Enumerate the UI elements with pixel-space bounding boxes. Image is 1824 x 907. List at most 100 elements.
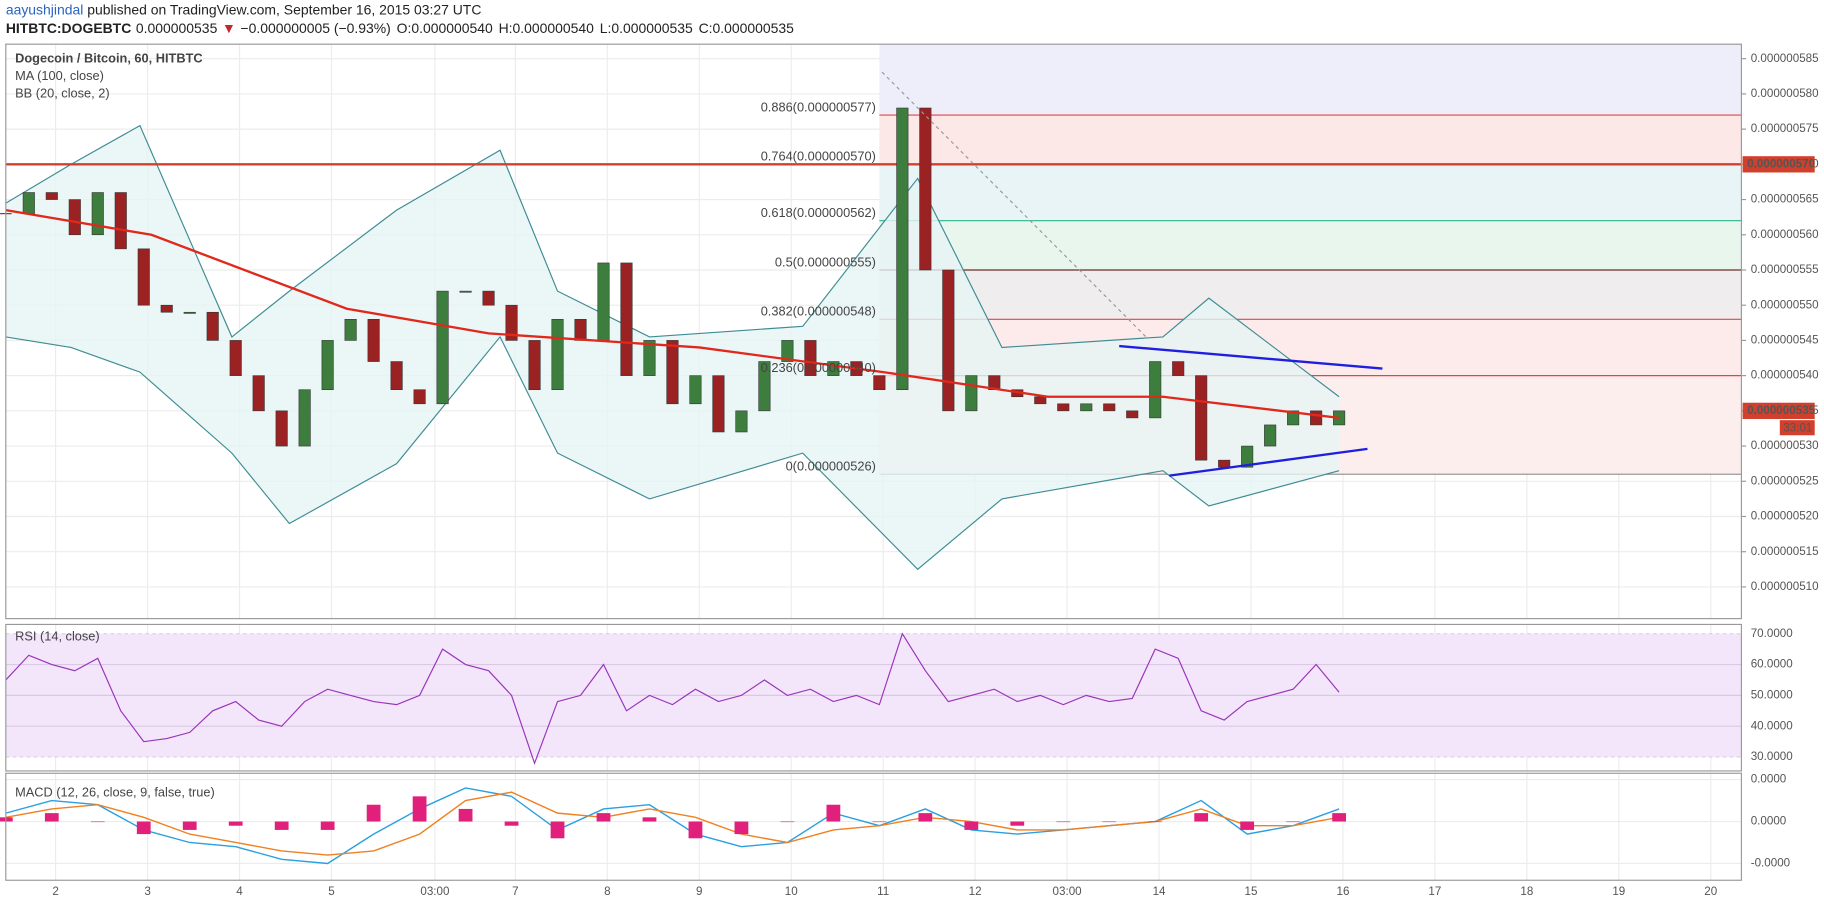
y-tick-label: 0.000000560 xyxy=(1751,228,1819,241)
y-tick-label: 0.000000565 xyxy=(1751,193,1819,206)
fib-label: 0.382(0.000000548) xyxy=(761,304,876,319)
macd-hist-bar xyxy=(596,813,611,822)
countdown-box xyxy=(1779,420,1815,436)
price-box xyxy=(1742,402,1815,419)
candle xyxy=(1103,403,1116,412)
candle xyxy=(137,248,150,306)
rsi-line xyxy=(5,632,1340,765)
candle xyxy=(781,340,794,362)
macd-hist-bar xyxy=(642,817,657,822)
x-tick-label: 17 xyxy=(1428,885,1441,898)
x-tick-label: 8 xyxy=(604,885,610,898)
candle xyxy=(22,192,35,214)
candle xyxy=(1034,396,1047,405)
y-tick-label: 0.000000550 xyxy=(1751,298,1819,311)
candle xyxy=(873,375,886,391)
candle xyxy=(1218,459,1231,468)
low: L:0.000000535 xyxy=(600,20,693,36)
x-tick-label: 11 xyxy=(877,885,889,898)
trendline xyxy=(1119,344,1383,370)
label-layer: 2 3 4 5 03:00 7 8 9 10 11 12 03:00 14 15 16 17 18 19 20 0.0… xyxy=(15,51,1819,898)
fib-zone xyxy=(879,164,1742,221)
candle xyxy=(1195,375,1208,461)
fib-label: 0.618(0.000000562) xyxy=(761,205,876,220)
x-tick-label: 18 xyxy=(1520,885,1533,898)
candle xyxy=(1264,424,1277,447)
bb-upper xyxy=(5,124,1340,398)
macd-tick-label: -0.0000 xyxy=(1751,857,1791,870)
open: O:0.000000540 xyxy=(397,20,493,36)
candle xyxy=(114,192,127,250)
price-label: 0.000000535 xyxy=(1747,404,1815,417)
fib-label: 0.5(0.000000555) xyxy=(775,254,876,269)
candle xyxy=(298,389,311,447)
candle xyxy=(459,290,472,293)
rsi-tick-label: 50.0000 xyxy=(1751,688,1794,701)
rsi-tick-label: 70.0000 xyxy=(1751,627,1794,640)
rsi-tick-label: 30.0000 xyxy=(1751,750,1794,763)
candle xyxy=(321,340,334,391)
candle xyxy=(1149,361,1162,419)
bb-legend: BB (20, close, 2) xyxy=(15,86,110,101)
candle xyxy=(160,304,173,313)
candle xyxy=(528,340,541,391)
x-tick-label: 14 xyxy=(1153,885,1166,898)
candle xyxy=(689,375,702,405)
macd-hist-bar xyxy=(182,821,197,830)
high: H:0.000000540 xyxy=(499,20,595,36)
candle xyxy=(183,311,196,314)
plot-layer xyxy=(0,44,1742,881)
macd-hist-bar xyxy=(274,821,289,830)
macd-hist-bar xyxy=(918,813,933,822)
candle xyxy=(666,340,679,405)
x-tick-label: 2 xyxy=(52,885,58,898)
macd-hist-bar xyxy=(1148,821,1163,823)
candle xyxy=(390,361,403,391)
fib-zone xyxy=(879,269,1742,320)
candle xyxy=(45,192,58,200)
candle xyxy=(827,361,840,376)
x-tick-label: 9 xyxy=(696,885,702,898)
macd-hist-bar xyxy=(366,804,381,822)
macd-hist-bar xyxy=(550,821,565,839)
y-tick-label: 0.000000530 xyxy=(1751,439,1819,452)
x-tick-label: 19 xyxy=(1612,885,1625,898)
candle xyxy=(735,410,748,433)
y-tick-label: 0.000000525 xyxy=(1751,474,1819,487)
y-tick-label: 0.000000510 xyxy=(1751,580,1819,593)
candle xyxy=(252,375,265,412)
header-line-2: HITBTC:DOGEBTC 0.000000535 ▼ −0.000000005 (… xyxy=(6,20,794,36)
candle xyxy=(505,304,518,341)
ma-legend: MA (100, close) xyxy=(15,68,104,83)
rsi-tick-label: 60.0000 xyxy=(1751,658,1794,671)
candle xyxy=(275,410,288,447)
change: −0.000000005 (−0.93%) xyxy=(240,20,390,36)
macd-hist-bar xyxy=(44,813,59,822)
candle xyxy=(1080,403,1093,412)
candle xyxy=(597,262,610,341)
candle xyxy=(1172,361,1185,376)
fib-label: 0(0.000000526) xyxy=(786,459,876,474)
candle xyxy=(965,375,978,412)
y-tick-label: 0.000000515 xyxy=(1751,545,1819,558)
macd-hist-bar xyxy=(1240,821,1255,830)
macd-hist-bar xyxy=(1194,813,1209,822)
fib-top-zone xyxy=(879,44,1742,116)
macd-hist-bar xyxy=(90,821,105,823)
author[interactable]: aayushjindal xyxy=(6,1,84,17)
x-tick-label: 12 xyxy=(969,885,982,898)
candle xyxy=(643,340,656,376)
macd-hist-bar xyxy=(1056,821,1071,823)
countdown: 33:01 xyxy=(1783,421,1812,434)
x-tick-label: 7 xyxy=(512,885,518,898)
candle xyxy=(942,269,955,412)
rsi-legend: RSI (14, close) xyxy=(15,629,100,644)
x-tick-label: 5 xyxy=(328,885,334,898)
macd-hist-bar xyxy=(872,821,887,823)
fib-zone xyxy=(879,115,1742,165)
y-tick-label: 0.000000545 xyxy=(1751,333,1819,346)
x-tick-label: 10 xyxy=(785,885,798,898)
macd-hist-bar xyxy=(412,796,427,822)
